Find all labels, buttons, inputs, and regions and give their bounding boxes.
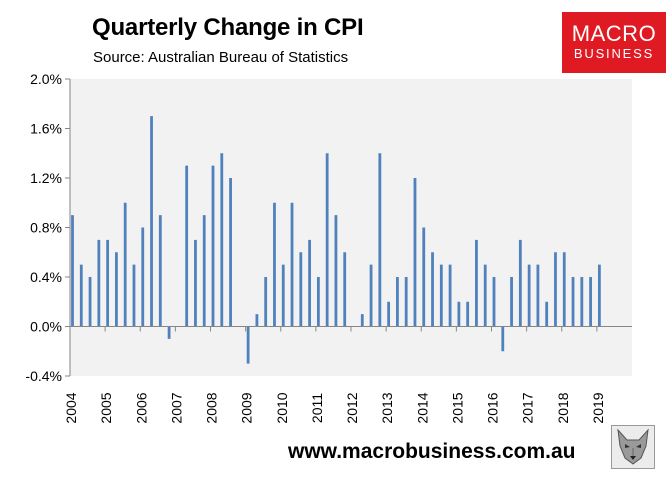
y-tick-label: -0.4% [25, 368, 62, 384]
cpi-bar [316, 277, 320, 327]
x-tick-label: 2018 [555, 392, 571, 423]
cpi-bar [255, 314, 259, 327]
cpi-bar [123, 202, 127, 327]
x-tick-label: 2008 [204, 392, 220, 423]
x-tick-label: 2015 [449, 392, 465, 423]
y-tick-label: 2.0% [30, 71, 62, 87]
cpi-bar [571, 277, 575, 327]
cpi-bar [404, 277, 408, 327]
chart-title: Quarterly Change in CPI [92, 14, 364, 41]
y-tick-label: 0.4% [30, 269, 62, 285]
cpi-bar [79, 264, 83, 327]
wolf-icon [611, 425, 655, 469]
cpi-bar [518, 239, 522, 327]
x-tick-label: 2014 [414, 392, 430, 423]
cpi-bar [115, 252, 118, 327]
cpi-bar [475, 239, 478, 327]
cpi-bar [290, 202, 294, 327]
y-tick-label: 0.8% [30, 220, 62, 236]
cpi-bar [211, 165, 215, 327]
logo-line2: BUSINESS [573, 46, 655, 61]
cpi-bar [141, 227, 145, 327]
cpi-bar [562, 252, 566, 327]
cpi-bar [308, 239, 311, 327]
x-tick-label: 2017 [520, 392, 536, 423]
cpi-bar [71, 215, 74, 327]
x-tick-label: 2010 [274, 392, 290, 423]
x-tick-label: 2004 [63, 392, 79, 423]
cpi-bar [554, 252, 557, 327]
cpi-bar [97, 239, 101, 327]
cpi-bar [194, 239, 197, 327]
cpi-bar [545, 301, 549, 327]
cpi-bar [457, 301, 461, 327]
x-tick-label: 2013 [379, 392, 395, 423]
cpi-bar [334, 215, 338, 327]
cpi-bar [150, 116, 153, 327]
x-tick-label: 2007 [168, 392, 184, 423]
cpi-bar [343, 252, 347, 327]
macrobusiness-logo: MACRO BUSINESS [562, 12, 666, 73]
cpi-bar [273, 202, 276, 327]
cpi-bar [185, 165, 189, 327]
cpi-bar [510, 277, 513, 327]
cpi-bar [396, 277, 399, 327]
cpi-bar [492, 277, 496, 327]
cpi-bar [378, 153, 382, 327]
cpi-bar [167, 326, 171, 339]
cpi-bar [88, 277, 92, 327]
website-url: www.macrobusiness.com.au [288, 440, 576, 463]
cpi-bar [158, 215, 162, 327]
cpi-bar [536, 264, 540, 327]
cpi-bar [106, 239, 110, 327]
x-tick-label: 2011 [309, 393, 325, 423]
cpi-bar [281, 264, 285, 327]
y-tick-label: 1.2% [30, 170, 62, 186]
y-axis: -0.4% 0.0% 0.4% 0.8% 1.2% 1.6% 2.0% [25, 71, 71, 384]
x-tick-label: 2016 [485, 392, 501, 423]
x-tick-label: 2005 [98, 392, 114, 423]
cpi-bar [369, 264, 373, 327]
cpi-bar [264, 277, 268, 327]
cpi-bar [360, 314, 364, 327]
y-tick-label: 0.0% [30, 319, 62, 335]
cpi-bar [246, 326, 250, 364]
x-tick-label: 2012 [344, 392, 360, 423]
cpi-bar [325, 153, 329, 327]
cpi-bar [439, 264, 443, 327]
chart-subtitle: Source: Australian Bureau of Statistics [93, 49, 349, 66]
cpi-bar [589, 277, 592, 327]
cpi-bar [299, 252, 303, 327]
cpi-bar [202, 215, 206, 327]
cpi-bar [431, 252, 434, 327]
cpi-bar [597, 264, 601, 327]
cpi-bar [448, 264, 452, 327]
cpi-bar [501, 326, 505, 352]
cpi-bar [387, 301, 391, 327]
cpi-bar [466, 301, 470, 327]
logo-line1: MACRO [571, 21, 657, 46]
cpi-bar [220, 153, 224, 327]
y-tick-label: 1.6% [30, 121, 62, 137]
cpi-bar [580, 277, 584, 327]
x-axis: 2004 2005 2006 2007 2008 2009 2010 2011 2012 2013… [63, 326, 632, 424]
bar-series [71, 116, 601, 364]
cpi-bar [422, 227, 426, 327]
cpi-bar [132, 264, 136, 327]
cpi-bar [229, 178, 232, 327]
cpi-bar [527, 264, 531, 327]
cpi-bar [483, 264, 487, 327]
x-tick-label: 2006 [133, 392, 149, 423]
x-tick-label: 2019 [590, 392, 606, 423]
x-tick-label: 2009 [239, 392, 255, 423]
cpi-bar [413, 178, 417, 327]
